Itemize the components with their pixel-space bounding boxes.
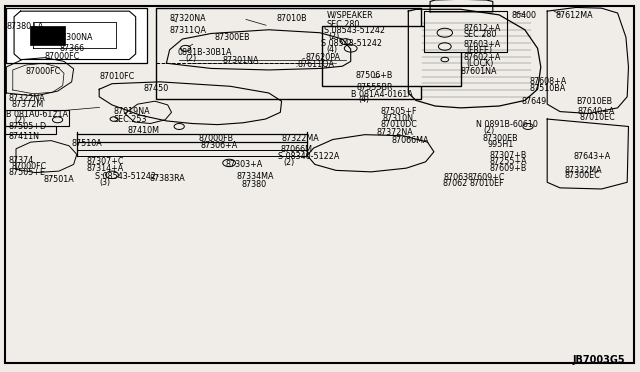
Text: 87310N: 87310N (383, 114, 413, 123)
Text: B 081A0-6121A: B 081A0-6121A (6, 110, 68, 119)
Text: 995H1: 995H1 (488, 140, 514, 149)
Text: 87000FC: 87000FC (12, 162, 47, 171)
Text: 87063: 87063 (444, 173, 468, 182)
Text: (4): (4) (326, 45, 337, 54)
Text: 87334MA: 87334MA (237, 172, 275, 181)
Text: 87010B: 87010B (276, 14, 307, 23)
Text: 87306+A: 87306+A (200, 141, 237, 150)
Bar (5, 126, 56, 134)
Text: 87303+A: 87303+A (225, 160, 262, 169)
Bar (6, 8, 147, 63)
Text: 87612MA: 87612MA (556, 11, 593, 20)
Text: S 08543-51242: S 08543-51242 (321, 39, 382, 48)
Text: 87300EB: 87300EB (483, 134, 518, 143)
Text: S 08543-51242: S 08543-51242 (95, 172, 156, 181)
Text: SEC.253: SEC.253 (114, 115, 147, 124)
Text: 87322NA: 87322NA (8, 94, 45, 103)
Text: 87510BA: 87510BA (530, 84, 566, 93)
Text: 87307+B: 87307+B (490, 151, 527, 160)
Text: (FREE): (FREE) (466, 46, 492, 55)
Text: S 08340-5122A: S 08340-5122A (278, 152, 339, 161)
Text: 0891B-30B1A: 0891B-30B1A (178, 48, 232, 57)
Text: JB7003G5: JB7003G5 (573, 355, 625, 365)
Text: 87603+A: 87603+A (463, 40, 500, 49)
Text: 87062: 87062 (443, 179, 468, 188)
Bar (156, 8, 421, 63)
Text: B7010EB: B7010EB (576, 97, 612, 106)
Text: 87410M: 87410M (128, 126, 160, 135)
Text: (LOCK): (LOCK) (466, 60, 493, 68)
Text: 87505+F: 87505+F (381, 107, 417, 116)
Text: 86400: 86400 (512, 11, 537, 20)
Text: 87450: 87450 (144, 84, 169, 93)
Text: 87609+B: 87609+B (490, 164, 527, 173)
Text: SEC.280: SEC.280 (326, 20, 360, 29)
Text: 87010DC: 87010DC (380, 120, 417, 129)
Text: 87010FC: 87010FC (99, 72, 134, 81)
Text: 87611QA: 87611QA (298, 60, 335, 69)
Text: 87000FC: 87000FC (45, 52, 80, 61)
Text: 87620PA: 87620PA (306, 53, 341, 62)
Text: 87372M: 87372M (12, 100, 44, 109)
Text: 87612+A: 87612+A (463, 24, 500, 33)
Bar (30, 26, 65, 45)
Text: 87501A: 87501A (44, 175, 74, 184)
Text: 87300NA: 87300NA (56, 33, 93, 42)
Text: 87311QA: 87311QA (170, 26, 207, 35)
Text: 87643+A: 87643+A (573, 152, 611, 161)
Text: 87505+D: 87505+D (8, 122, 47, 131)
Bar (322, 26, 461, 86)
Text: 87602+A: 87602+A (463, 53, 500, 62)
Text: 87608+A: 87608+A (530, 77, 567, 86)
Text: 87383RA: 87383RA (149, 174, 185, 183)
Text: 87372NA: 87372NA (376, 128, 413, 137)
Text: 87555BR: 87555BR (356, 83, 393, 92)
Bar (5, 110, 69, 126)
Text: (4): (4) (358, 95, 369, 104)
Text: 87314+A: 87314+A (86, 164, 124, 173)
Text: 87609+C: 87609+C (467, 173, 505, 182)
Text: (2): (2) (185, 54, 196, 63)
Text: 87010EC: 87010EC (579, 113, 615, 122)
Text: W/SPEAKER: W/SPEAKER (326, 10, 373, 19)
Text: (3): (3) (100, 178, 111, 187)
Text: 87322MA: 87322MA (282, 134, 319, 143)
Text: 87019NA: 87019NA (114, 107, 150, 116)
Text: B 081A4-0161A: B 081A4-0161A (351, 90, 413, 99)
Text: 87255+A: 87255+A (490, 157, 527, 166)
Text: 87601NA: 87601NA (461, 67, 497, 76)
Text: (2): (2) (328, 32, 340, 41)
Text: (2): (2) (283, 158, 294, 167)
Text: 87510A: 87510A (72, 139, 102, 148)
Text: S 08543-51242: S 08543-51242 (324, 26, 385, 35)
Text: 87366: 87366 (60, 44, 84, 53)
Text: N 0891B-60610: N 0891B-60610 (476, 120, 538, 129)
Text: 87307+C: 87307+C (86, 157, 124, 166)
Text: 87000FB: 87000FB (198, 134, 234, 143)
Text: 87640+A: 87640+A (578, 107, 615, 116)
Text: 87066M: 87066M (280, 145, 312, 154)
Text: 87320NA: 87320NA (170, 14, 206, 23)
Text: 87649: 87649 (522, 97, 547, 106)
Text: 87380+A: 87380+A (6, 22, 44, 31)
Bar (424, 11, 507, 52)
Text: (2): (2) (484, 126, 495, 135)
Text: 87380: 87380 (242, 180, 267, 189)
Text: 87300EC: 87300EC (564, 171, 600, 180)
Text: SEC.280: SEC.280 (463, 30, 497, 39)
Text: 87332MA: 87332MA (564, 166, 602, 174)
Text: 87066MA: 87066MA (392, 136, 429, 145)
Text: 87301NA: 87301NA (223, 56, 259, 65)
Text: 87000FC: 87000FC (26, 67, 61, 76)
Text: 87506+B: 87506+B (355, 71, 392, 80)
Text: 87505+E: 87505+E (8, 168, 45, 177)
Text: 87300EB: 87300EB (214, 33, 250, 42)
Text: (2): (2) (14, 116, 26, 125)
Text: 87411N: 87411N (8, 132, 39, 141)
Text: 87374: 87374 (8, 156, 33, 165)
Bar (156, 8, 421, 99)
Text: 87010EF: 87010EF (469, 179, 504, 188)
